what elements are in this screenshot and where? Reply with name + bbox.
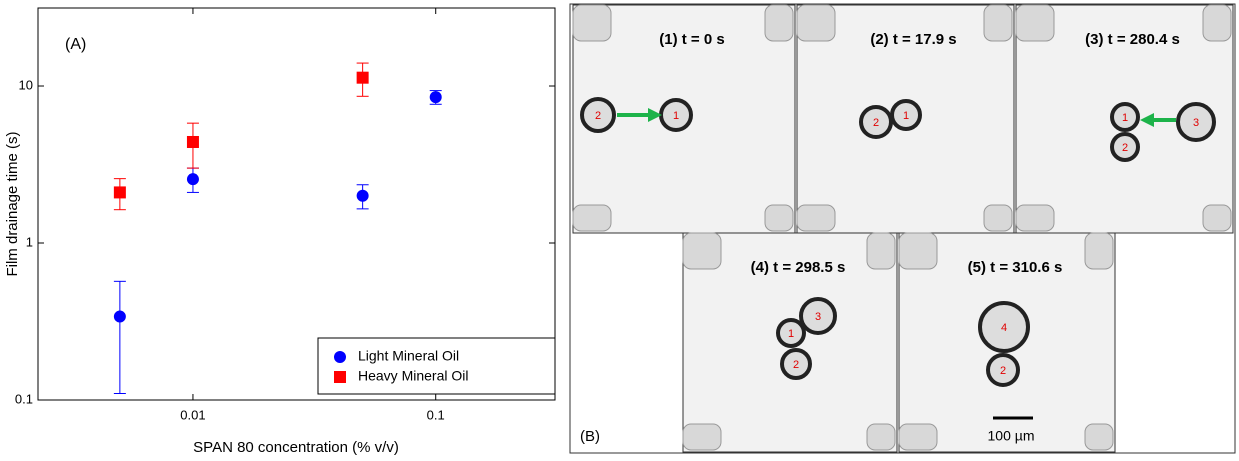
pillar: [1203, 205, 1231, 231]
droplet-label: 1: [788, 328, 794, 340]
droplet-label: 2: [793, 359, 799, 371]
legend-label: Heavy Mineral Oil: [358, 368, 468, 384]
pillar: [765, 5, 793, 41]
y-tick-label: 0.1: [15, 391, 33, 406]
legend-marker: [334, 351, 346, 363]
point: [114, 311, 126, 323]
legend-box: [318, 338, 555, 394]
frame-title: (2) t = 17.9 s: [870, 31, 956, 48]
pillar: [1203, 5, 1231, 41]
pillar: [683, 233, 721, 269]
frame-title: (3) t = 280.4 s: [1085, 31, 1180, 48]
point: [187, 136, 199, 148]
x-axis-label: SPAN 80 concentration (% v/v): [193, 439, 399, 456]
pillar: [1016, 5, 1054, 41]
droplet-label: 2: [1122, 142, 1128, 154]
x-tick-label: 0.01: [180, 407, 205, 422]
droplet-label: 2: [873, 117, 879, 129]
pillar: [797, 205, 835, 231]
pillar: [899, 233, 937, 269]
y-tick-label: 1: [26, 234, 33, 249]
point: [357, 72, 369, 84]
y-tick-label: 10: [19, 77, 33, 92]
droplet-label: 3: [815, 311, 821, 323]
pillar: [1085, 233, 1113, 269]
droplet-label: 1: [1122, 112, 1128, 124]
droplet-label: 3: [1193, 117, 1199, 129]
pillar: [984, 205, 1012, 231]
droplet-label: 4: [1001, 322, 1007, 334]
pillar: [867, 233, 895, 269]
point: [430, 91, 442, 103]
legend-marker: [334, 371, 346, 383]
pillar: [867, 424, 895, 450]
figure: (A) SPAN 80 concentration (% v/v) Film d…: [0, 0, 1239, 456]
droplet-label: 1: [903, 110, 909, 122]
y-axis-label: Film drainage time (s): [4, 131, 21, 276]
frame-title: (5) t = 310.6 s: [968, 259, 1063, 276]
frame-title: (4) t = 298.5 s: [751, 259, 846, 276]
legend-label: Light Mineral Oil: [358, 348, 459, 364]
pillar: [1016, 205, 1054, 231]
pillar: [765, 205, 793, 231]
x-tick-label: 0.1: [427, 407, 445, 422]
panel-label: (B): [580, 428, 600, 445]
droplet-label: 2: [595, 110, 601, 122]
scale-bar-label: 100 µm: [988, 428, 1035, 444]
point: [357, 190, 369, 202]
pillar: [573, 205, 611, 231]
droplet-label: 2: [1000, 365, 1006, 377]
panel-label: (A): [65, 36, 86, 53]
droplet-label: 1: [673, 110, 679, 122]
pillar: [683, 424, 721, 450]
point: [114, 186, 126, 198]
point: [187, 173, 199, 185]
pillar: [984, 5, 1012, 41]
pillar: [899, 424, 937, 450]
frame-title: (1) t = 0 s: [659, 31, 724, 48]
pillar: [1085, 424, 1113, 450]
pillar: [573, 5, 611, 41]
pillar: [797, 5, 835, 41]
